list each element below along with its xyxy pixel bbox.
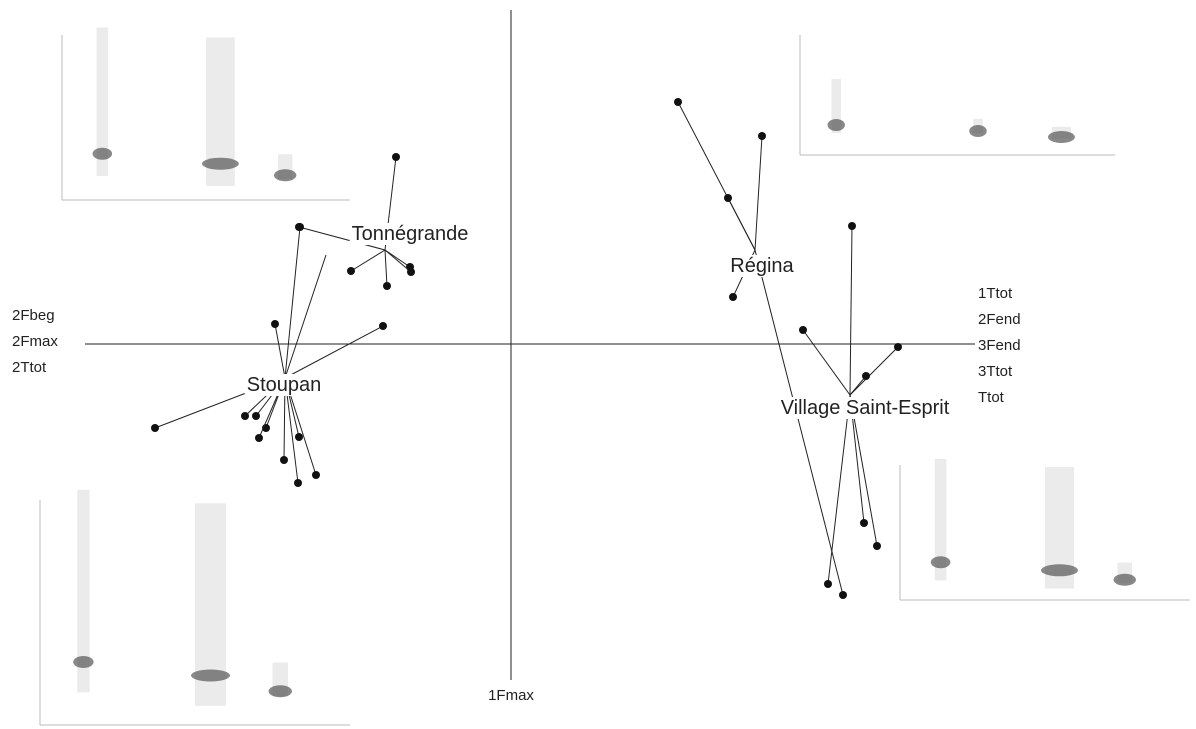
point <box>294 479 302 487</box>
axis-variable: 1Fmax <box>488 687 534 704</box>
spec-blob <box>827 119 845 131</box>
spec-blob <box>1041 564 1078 577</box>
point <box>379 322 387 330</box>
point <box>724 194 732 202</box>
spec-blob <box>77 489 90 693</box>
point <box>839 591 847 599</box>
axis-variable: 3Fend <box>978 337 1021 354</box>
spec-blob <box>96 27 109 177</box>
star-ray <box>827 394 851 585</box>
spec-blob <box>202 157 239 170</box>
star-ray <box>284 226 301 379</box>
star-ray <box>350 249 386 272</box>
spectrogram <box>39 489 350 726</box>
point <box>296 223 304 231</box>
labels: Tonnégrande Stoupan Régina Village Saint-Es… <box>12 223 1021 704</box>
group-label: Régina <box>730 255 794 277</box>
star-ray <box>849 346 899 396</box>
point <box>271 320 279 328</box>
spec-blob <box>934 458 947 581</box>
point <box>860 519 868 527</box>
star-ray <box>754 249 844 596</box>
star-ray <box>384 249 388 287</box>
point <box>894 343 902 351</box>
point <box>873 542 881 550</box>
point <box>295 433 303 441</box>
point <box>255 434 263 442</box>
point <box>347 267 355 275</box>
star-ray <box>274 323 286 379</box>
point <box>383 282 391 290</box>
spec-blob <box>1048 131 1075 143</box>
axis-variable: 2Ttot <box>12 359 47 376</box>
star-ray <box>754 135 763 251</box>
axis-variable: 3Ttot <box>978 363 1013 380</box>
spectrograms <box>39 27 1190 726</box>
spectrogram <box>61 27 350 201</box>
star-ray <box>384 249 412 273</box>
axis-variable: 2Fbeg <box>12 307 55 324</box>
axis-variable: 1Ttot <box>978 285 1013 302</box>
point <box>824 580 832 588</box>
label-bg <box>778 397 952 419</box>
point <box>799 326 807 334</box>
point <box>848 222 856 230</box>
star-ray <box>849 394 878 547</box>
stars <box>151 98 902 599</box>
point <box>252 412 260 420</box>
group-label: Stoupan <box>247 374 322 396</box>
point <box>241 412 249 420</box>
spec-blob <box>92 147 113 160</box>
spec-blob <box>268 685 292 698</box>
star-ray <box>284 254 327 379</box>
spec-blob <box>969 125 987 137</box>
axis-variable: Ttot <box>978 389 1005 406</box>
star-ray <box>849 375 867 396</box>
star-ray <box>298 226 386 251</box>
star-ray <box>284 325 384 379</box>
point <box>312 471 320 479</box>
spec-blob <box>930 556 951 569</box>
label-bg <box>244 374 324 396</box>
point <box>407 268 415 276</box>
spec-blob <box>831 79 841 134</box>
axis-variable: 2Fend <box>978 311 1021 328</box>
group-label: Village Saint-Esprit <box>781 397 950 419</box>
star-ray <box>849 225 853 396</box>
axis-variable: 2Fmax <box>12 333 58 350</box>
star-ray <box>802 329 851 396</box>
star-ray <box>727 197 756 251</box>
group-label: Tonnégrande <box>352 223 469 245</box>
spec-blob <box>274 169 297 182</box>
spec-blob <box>73 656 94 668</box>
point <box>151 424 159 432</box>
point <box>674 98 682 106</box>
label-bg <box>349 223 471 245</box>
spectrogram <box>799 35 1115 156</box>
point <box>862 372 870 380</box>
spec-blob <box>191 669 230 682</box>
star-ray <box>384 249 411 268</box>
point <box>729 293 737 301</box>
point <box>392 153 400 161</box>
spec-blob <box>1113 573 1136 586</box>
point <box>280 456 288 464</box>
spectrogram <box>899 458 1190 601</box>
label-bg <box>728 255 797 277</box>
point <box>758 132 766 140</box>
